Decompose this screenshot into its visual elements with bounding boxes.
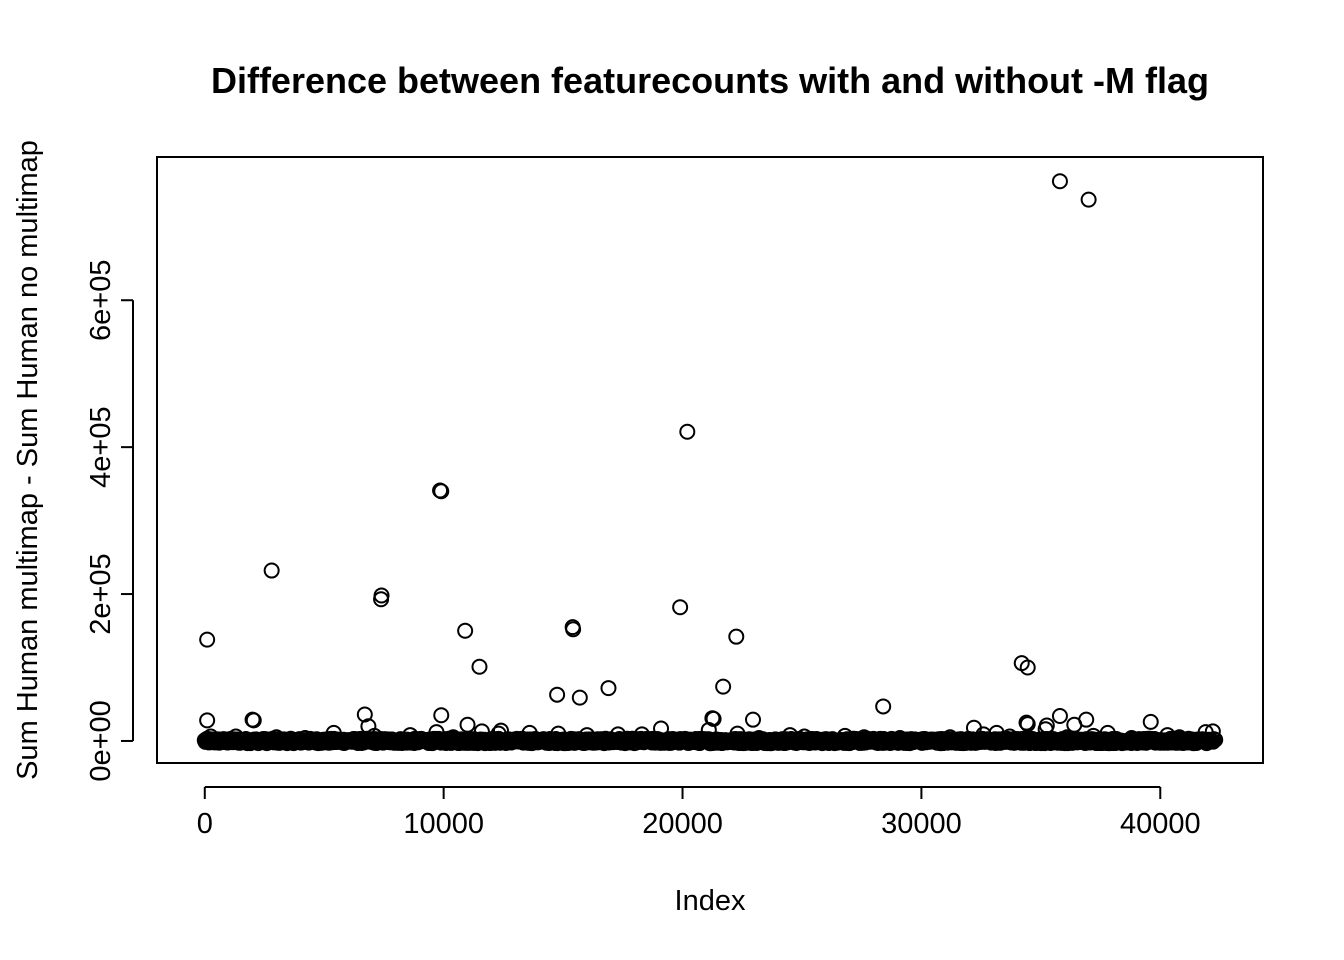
x-tick-label: 20000 [642, 808, 723, 840]
data-point [366, 727, 383, 744]
data-point [373, 591, 390, 608]
data-point [492, 722, 509, 739]
data-point [445, 729, 462, 746]
data-point [471, 658, 488, 675]
data-point [578, 727, 595, 744]
data-point [457, 622, 474, 639]
baseline-point [1207, 731, 1224, 748]
data-point [199, 631, 216, 648]
y-tick-label: 6e+05 [85, 260, 117, 341]
y-tick-label: 4e+05 [85, 406, 117, 487]
data-point [679, 423, 696, 440]
data-point [1159, 727, 1176, 744]
data-point [1018, 714, 1035, 731]
data-point [875, 698, 892, 715]
data-point [263, 562, 280, 579]
data-point [202, 728, 219, 745]
data-point [750, 730, 767, 747]
x-tick-label: 30000 [881, 808, 962, 840]
x-axis-label: Index [675, 885, 746, 917]
data-point [268, 729, 285, 746]
data-point [856, 729, 873, 746]
data-point [745, 711, 761, 728]
chart-title: Difference between featurecounts with an… [211, 60, 1209, 101]
data-point [428, 724, 445, 741]
data-point [672, 599, 689, 616]
data-point [356, 706, 373, 723]
data-point [1080, 191, 1097, 208]
data-point [227, 728, 244, 745]
data-point [571, 689, 588, 706]
data-point [565, 621, 582, 638]
data-point [245, 712, 262, 729]
data-point [729, 725, 746, 742]
x-tick-label: 40000 [1120, 808, 1201, 840]
data-point [942, 729, 959, 746]
data-point [550, 725, 567, 742]
data-point [473, 723, 490, 740]
x-axis: 0 10000 20000 30000 40000 [197, 786, 1201, 840]
y-axis: 0e+00 2e+05 4e+05 6e+05 [85, 260, 134, 782]
data-point [610, 726, 627, 743]
data-point [1123, 730, 1140, 747]
data-point [1019, 716, 1036, 733]
data-point [521, 724, 538, 741]
data-point [1197, 724, 1214, 741]
data-point [433, 707, 450, 724]
data-point [1142, 713, 1159, 730]
data-point [975, 726, 992, 743]
data-point [1204, 723, 1221, 740]
data-point [325, 724, 342, 741]
data-point [715, 678, 732, 695]
data-point [796, 728, 813, 745]
y-tick-label: 2e+05 [85, 553, 117, 634]
data-point [402, 727, 419, 744]
data-point [653, 720, 670, 737]
plot-frame [156, 156, 1264, 764]
data-point [459, 716, 476, 733]
x-tick-label: 10000 [403, 808, 484, 840]
data-point [297, 730, 314, 747]
data-point [433, 483, 450, 500]
data-point [490, 725, 507, 742]
data-point [1171, 729, 1188, 746]
data-point [700, 721, 717, 738]
y-axis-label: Sum Human multimap - Sum Human no multim… [12, 140, 44, 780]
data-point [1019, 659, 1036, 676]
data-point [633, 726, 650, 743]
data-point [1001, 728, 1018, 745]
data-point [199, 712, 216, 729]
data-point [1066, 716, 1083, 733]
data-point [1059, 729, 1076, 746]
x-tick-label: 0 [197, 808, 213, 840]
y-tick-label: 0e+00 [85, 700, 117, 781]
data-point [549, 686, 566, 703]
data-point [891, 730, 908, 747]
data-point [1085, 727, 1102, 744]
points-layer [196, 173, 1224, 752]
data-point [1051, 707, 1068, 724]
data-point [836, 727, 853, 744]
data-point [1037, 721, 1054, 738]
data-point [1051, 173, 1068, 190]
data-point [728, 628, 745, 645]
data-point [600, 680, 617, 697]
